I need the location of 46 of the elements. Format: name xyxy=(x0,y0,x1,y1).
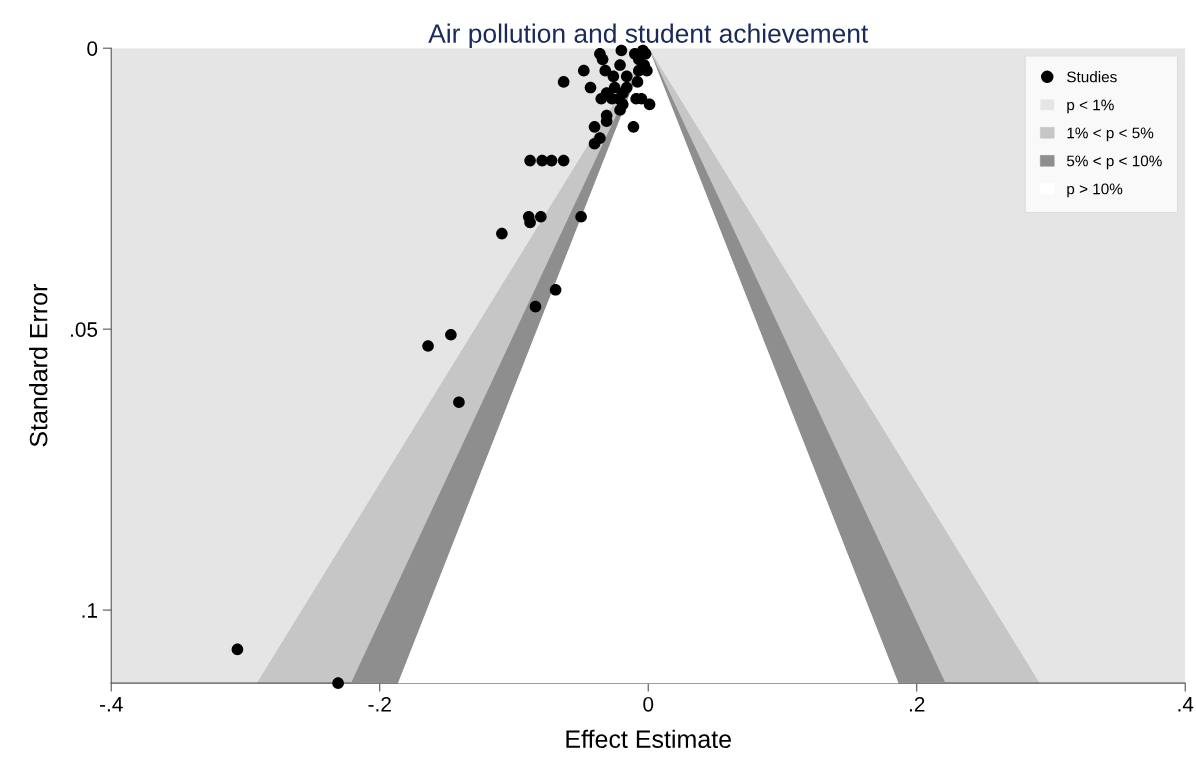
point xyxy=(529,300,542,313)
band-label: p < 1% xyxy=(1067,99,1114,114)
point xyxy=(445,328,457,341)
y-axis-title: Standard Error xyxy=(29,284,48,447)
point xyxy=(620,70,633,83)
point xyxy=(620,81,633,94)
point xyxy=(643,98,656,111)
x-tick-label: .2 xyxy=(909,696,925,712)
x-tick-label: 0 xyxy=(643,696,654,712)
point xyxy=(616,98,629,111)
point xyxy=(422,340,434,352)
point xyxy=(615,44,628,57)
point xyxy=(608,81,621,94)
legend-label: 5% < p < 10% xyxy=(1066,155,1162,170)
legend-label: Studies xyxy=(1067,71,1117,83)
point xyxy=(524,154,536,167)
point xyxy=(631,76,644,88)
point xyxy=(575,210,587,223)
x-tick-label: .4 xyxy=(1178,697,1194,712)
y-tick-label: .1 xyxy=(82,603,98,618)
point xyxy=(607,70,620,83)
point xyxy=(577,64,590,77)
x-tick-label: -.2 xyxy=(368,696,391,712)
point xyxy=(535,210,547,223)
chart-title: Air pollution and student achievement xyxy=(428,23,869,49)
point xyxy=(332,677,344,689)
x-axis-title: Effect Estimate xyxy=(566,729,731,749)
point xyxy=(557,76,570,88)
point xyxy=(627,121,640,133)
x-tick-label: -.4 xyxy=(100,697,123,712)
point xyxy=(496,227,508,240)
y-tick-label: 0 xyxy=(87,41,98,56)
point xyxy=(584,81,597,94)
legend-label: 1% < p < 5% xyxy=(1067,127,1154,142)
point xyxy=(596,53,609,66)
point xyxy=(453,396,465,408)
point xyxy=(594,132,606,144)
point xyxy=(549,284,562,296)
y-tick-label: .05 xyxy=(70,322,98,337)
point xyxy=(557,154,570,167)
point xyxy=(641,64,653,77)
point xyxy=(588,121,601,133)
point xyxy=(614,59,626,71)
point xyxy=(231,643,244,656)
point xyxy=(599,64,612,77)
legend-label: p > 10% xyxy=(1067,183,1123,198)
